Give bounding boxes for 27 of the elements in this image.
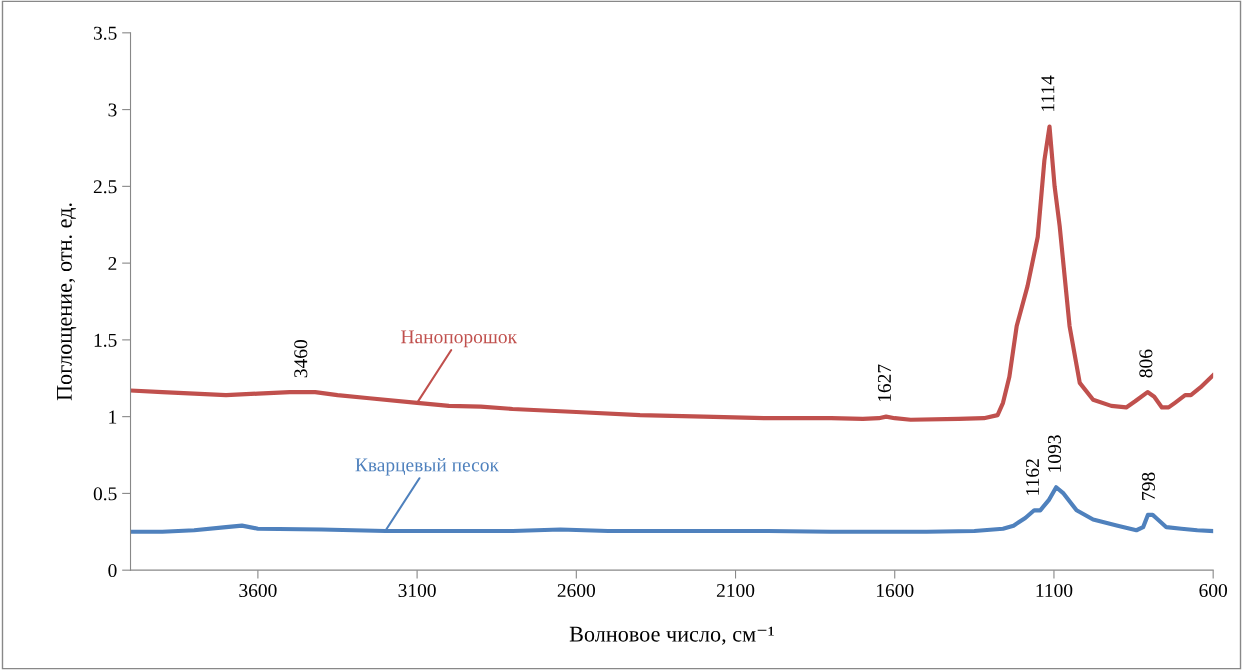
x-axis-title: Волновое число, см⁻¹ xyxy=(569,626,774,645)
y-tick-label: 0.5 xyxy=(93,487,117,501)
x-tick-label: 2100 xyxy=(716,583,755,598)
y-tick-label: 1.5 xyxy=(94,333,117,347)
y-tick-label: 1 xyxy=(109,410,117,424)
annotation: 3460 xyxy=(294,340,308,378)
annotation: 1114 xyxy=(1041,75,1055,111)
text: Нанопорошок xyxy=(401,330,518,348)
y-tick-label: 2 xyxy=(108,256,117,270)
x-tick-label: 3100 xyxy=(398,583,436,598)
annotation: 1162 xyxy=(1026,459,1040,495)
annotation: 798 xyxy=(1141,472,1155,500)
x-tick-label: 1100 xyxy=(1036,583,1073,598)
y-tick-label: 3.5 xyxy=(93,26,117,40)
y-axis-title: Поглощение, отн. ед. xyxy=(57,203,77,401)
line-series xyxy=(130,124,1214,422)
annotation: 1627 xyxy=(877,364,892,402)
y-tick-label: 0 xyxy=(108,563,117,578)
y-tick-label: 3 xyxy=(108,103,117,117)
x-tick-label: 600 xyxy=(1199,583,1228,598)
annotation: 1093 xyxy=(1047,435,1062,472)
annotation: 806 xyxy=(1139,349,1153,378)
x-tick-label: 2600 xyxy=(557,583,596,598)
x-tick-label: 1600 xyxy=(877,583,914,598)
text: Кварцевый песок xyxy=(355,458,499,476)
y-tick-label: 2.5 xyxy=(93,180,117,194)
x-tick-label: 3600 xyxy=(239,583,277,598)
